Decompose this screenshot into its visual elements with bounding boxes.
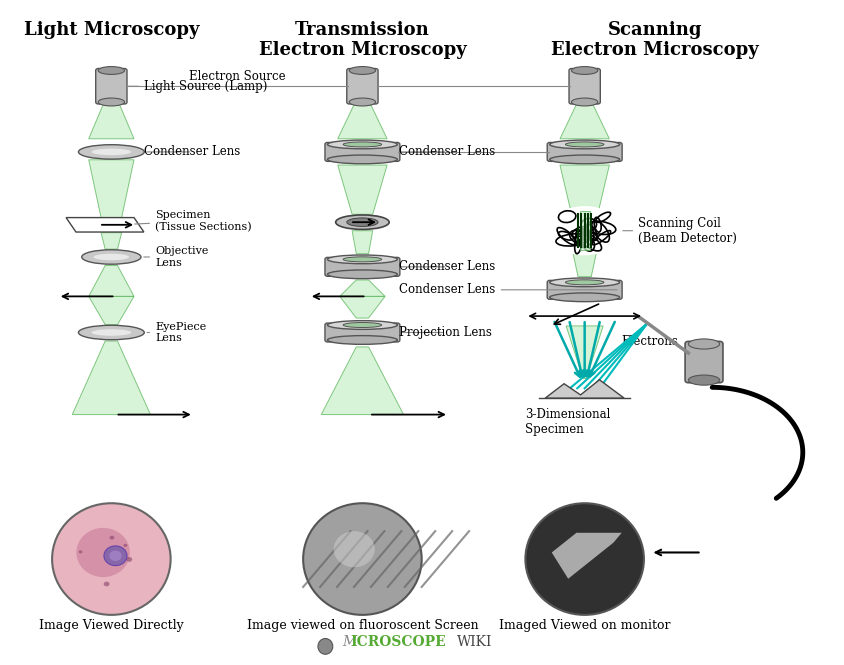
FancyBboxPatch shape [325,257,400,276]
Ellipse shape [349,98,376,106]
Ellipse shape [689,375,720,385]
Polygon shape [573,254,596,277]
Text: M: M [342,635,356,649]
Polygon shape [322,347,403,414]
Ellipse shape [549,293,619,302]
Polygon shape [338,102,387,139]
Polygon shape [89,265,134,297]
Ellipse shape [689,339,720,349]
Text: WIKI: WIKI [457,635,492,649]
Ellipse shape [76,528,130,577]
Ellipse shape [98,66,125,74]
Ellipse shape [327,321,398,329]
Polygon shape [338,165,387,214]
Ellipse shape [526,503,644,615]
Polygon shape [89,102,134,139]
Ellipse shape [333,531,375,567]
FancyBboxPatch shape [325,323,400,342]
Text: Condenser Lens: Condenser Lens [399,260,495,273]
FancyBboxPatch shape [569,68,600,104]
Text: Electrons: Electrons [622,334,679,348]
Polygon shape [89,297,134,325]
Text: Projection Lens: Projection Lens [399,326,492,339]
FancyBboxPatch shape [547,281,622,299]
Text: Condenser Lens: Condenser Lens [399,146,495,158]
FancyBboxPatch shape [347,68,378,104]
Ellipse shape [92,329,131,336]
Polygon shape [552,533,622,579]
Ellipse shape [327,155,398,164]
Text: Imaged Viewed on monitor: Imaged Viewed on monitor [499,620,670,632]
Text: Scanning Coil
(Beam Detector): Scanning Coil (Beam Detector) [623,217,737,245]
Polygon shape [89,160,134,217]
Polygon shape [566,326,603,378]
Polygon shape [545,380,625,398]
Ellipse shape [336,215,389,229]
Ellipse shape [347,218,378,227]
Ellipse shape [349,66,376,74]
Ellipse shape [78,325,144,340]
Polygon shape [560,165,609,221]
Text: Specimen
(Tissue Sections): Specimen (Tissue Sections) [135,210,252,232]
Ellipse shape [327,140,398,149]
Text: Objective
Lens: Objective Lens [143,246,208,268]
Ellipse shape [344,257,381,262]
Text: Scanning
Electron Microscopy: Scanning Electron Microscopy [551,21,759,59]
Text: Condenser Lens: Condenser Lens [144,146,241,158]
Text: Condenser Lens: Condenser Lens [399,283,617,297]
Ellipse shape [548,206,622,255]
Text: Light Source (Lamp): Light Source (Lamp) [127,80,268,92]
Text: Transmission
Electron Microscopy: Transmission Electron Microscopy [258,21,466,59]
Text: Image Viewed Directly: Image Viewed Directly [39,620,184,632]
Ellipse shape [549,140,619,149]
Polygon shape [101,233,122,249]
FancyBboxPatch shape [95,68,127,104]
Ellipse shape [110,551,122,561]
Text: Image viewed on fluoroscent Screen: Image viewed on fluoroscent Screen [246,620,479,632]
Text: ICROSCOPE: ICROSCOPE [350,635,446,649]
Ellipse shape [571,66,598,74]
Ellipse shape [110,536,114,539]
Ellipse shape [565,280,604,285]
FancyBboxPatch shape [685,341,723,383]
Ellipse shape [549,155,619,164]
Ellipse shape [344,142,381,147]
Ellipse shape [92,149,131,155]
Polygon shape [73,341,150,414]
FancyBboxPatch shape [547,142,622,162]
Polygon shape [580,211,590,251]
Ellipse shape [344,323,381,327]
Text: Electron Source: Electron Source [188,70,285,83]
Ellipse shape [78,145,144,159]
Ellipse shape [126,557,133,562]
FancyBboxPatch shape [325,142,400,162]
Ellipse shape [104,546,127,566]
Ellipse shape [94,254,129,260]
Polygon shape [340,297,385,318]
Ellipse shape [327,255,398,264]
Ellipse shape [104,582,110,587]
Ellipse shape [82,250,141,264]
Polygon shape [340,280,385,297]
Text: 3-Dimensional
Specimen: 3-Dimensional Specimen [526,408,611,436]
Ellipse shape [123,544,127,547]
Ellipse shape [571,98,598,106]
Ellipse shape [98,98,125,106]
Ellipse shape [318,638,333,654]
Polygon shape [66,217,143,232]
Text: Light Microscopy: Light Microscopy [24,21,199,39]
Ellipse shape [52,503,170,615]
Ellipse shape [565,142,604,147]
Text: EyePiece
Lens: EyePiece Lens [147,322,206,343]
Polygon shape [560,102,609,139]
Ellipse shape [78,551,83,553]
Ellipse shape [303,503,422,615]
Ellipse shape [549,278,619,287]
Polygon shape [352,231,373,254]
Ellipse shape [327,336,398,344]
Ellipse shape [327,270,398,279]
